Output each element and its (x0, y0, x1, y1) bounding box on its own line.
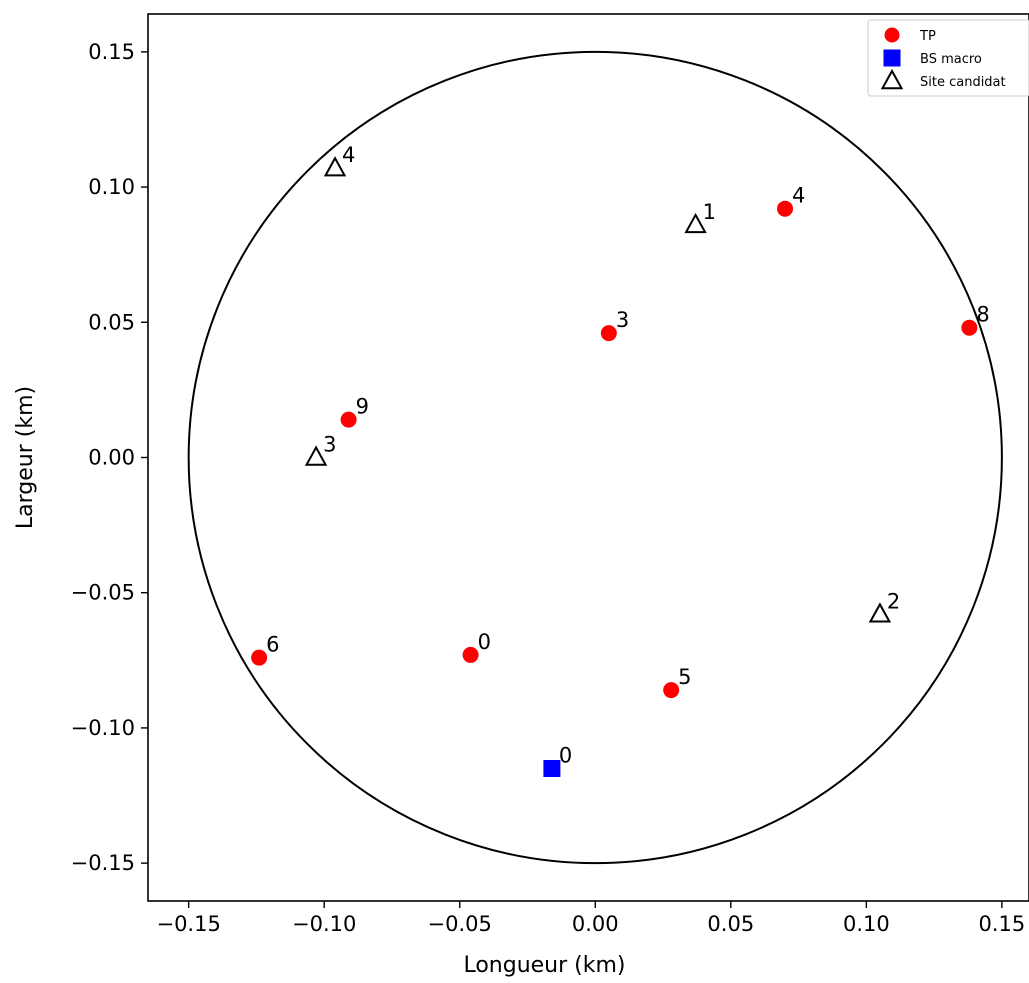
site-candidat-point (304, 445, 328, 466)
y-tick-label: 0.10 (88, 175, 135, 199)
y-tick-label: −0.15 (71, 851, 135, 875)
y-tick-label: −0.10 (71, 716, 135, 740)
legend-marker (884, 27, 900, 43)
tp-point (251, 649, 268, 666)
tp-point (600, 325, 617, 342)
y-axis-label: Largeur (km) (13, 386, 38, 529)
tp-point-label: 8 (976, 303, 989, 327)
legend-entry-label: BS macro (920, 52, 982, 67)
site-candidat-point (323, 156, 347, 177)
tp-point-label: 4 (792, 184, 805, 208)
x-tick-label: 0.10 (843, 912, 890, 936)
tp-point (462, 646, 479, 663)
legend-box (867, 19, 1029, 97)
x-axis-label: Longueur (km) (463, 953, 625, 978)
bs-macro-point (543, 759, 561, 777)
axes-frame (147, 13, 1029, 902)
tp-point-label: 6 (266, 633, 279, 657)
y-tick-label: −0.05 (71, 581, 135, 605)
x-tick-label: −0.15 (156, 912, 220, 936)
plot-area: −0.15 −0.10 −0.05 0.00 0.05 0.10 0.15 −0.15 −0.1… (71, 13, 1029, 936)
legend-entry-label: TP (919, 29, 936, 44)
site-candidat-point-label: 3 (323, 433, 336, 457)
x-tick-label: 0.15 (979, 912, 1026, 936)
tp-point-label: 3 (616, 308, 629, 332)
tp-point (777, 200, 794, 217)
site-candidat-point-label: 1 (703, 200, 716, 224)
tp-point-label: 9 (356, 395, 369, 419)
legend-marker (880, 68, 904, 90)
x-tick-label: −0.10 (292, 912, 356, 936)
y-tick-label: 0.15 (88, 40, 135, 64)
x-tick-label: 0.00 (572, 912, 619, 936)
y-tick-label: 0.00 (88, 446, 135, 470)
legend-marker (883, 49, 901, 67)
site-candidat-point (684, 212, 707, 234)
site-candidat-point-label: 2 (887, 589, 900, 613)
y-tick-label: 0.05 (88, 310, 135, 334)
tp-point (663, 682, 680, 699)
boundary-circle (187, 50, 1003, 865)
bs-macro-point-label: 0 (559, 743, 572, 767)
tp-point (961, 319, 978, 336)
tp-point (340, 411, 357, 428)
x-tick-label: 0.05 (707, 912, 754, 936)
tp-point-label: 5 (678, 665, 691, 689)
legend-entry-label: Site candidat (920, 75, 1006, 90)
site-candidat-point-label: 4 (342, 143, 355, 167)
site-candidat-point (868, 602, 892, 623)
tp-point-label: 0 (478, 630, 491, 654)
x-tick-label: −0.05 (428, 912, 492, 936)
